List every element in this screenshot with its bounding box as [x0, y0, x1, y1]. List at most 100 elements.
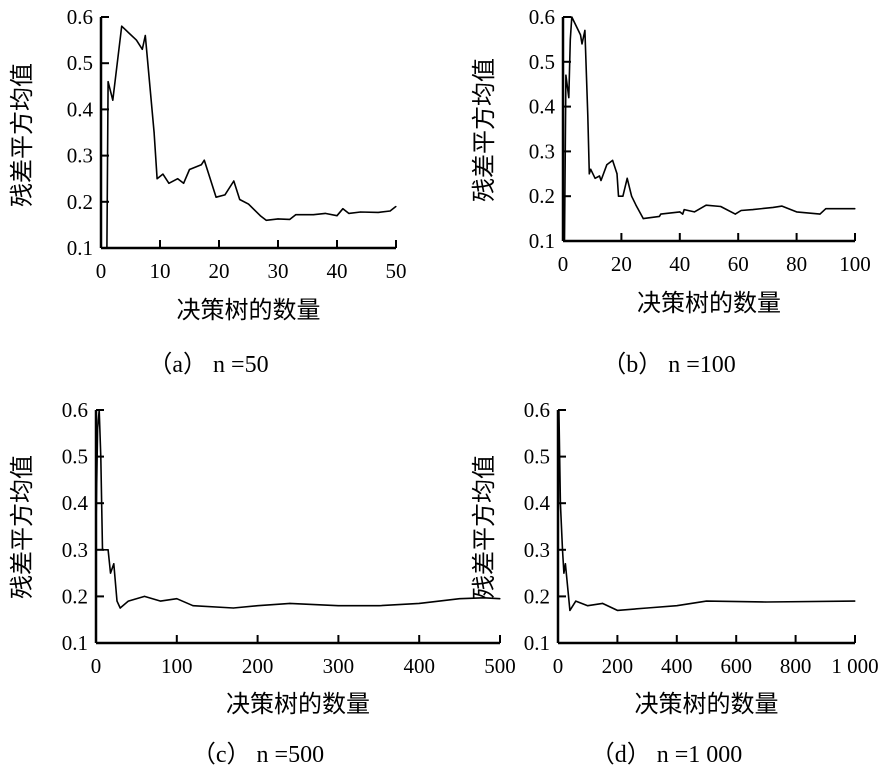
data-point — [109, 572, 112, 574]
data-point — [121, 25, 123, 27]
data-point — [277, 218, 279, 220]
data-point — [676, 605, 678, 607]
x-tick-label: 100 — [839, 252, 871, 276]
x-tick-label: 200 — [242, 654, 274, 678]
subplot-a: 0.1 0.2 0.3 0.4 0.5 0.6 0 10 20 30 40 50 决策树的数量 残差平方均… — [8, 5, 407, 378]
y-tick-label: 0.1 — [524, 631, 550, 655]
data-point — [141, 48, 143, 50]
data-point — [106, 247, 108, 249]
data-point — [825, 208, 827, 210]
data-point — [203, 159, 205, 161]
data-point — [565, 74, 567, 76]
data-point — [337, 605, 339, 607]
subplot-d: 0.1 0.2 0.3 0.4 0.5 0.6 0 200 400 600 800 1 000 决策树的… — [470, 398, 879, 768]
data-point — [646, 607, 648, 609]
data-point — [568, 97, 570, 99]
data-point — [606, 164, 608, 166]
data-point — [631, 195, 633, 197]
data-point — [224, 194, 226, 196]
x-tick-label: 50 — [386, 259, 407, 283]
x-tick-label: 40 — [327, 259, 348, 283]
data-point — [734, 213, 736, 215]
x-tick-label: 80 — [786, 252, 807, 276]
y-tick-label: 0.4 — [67, 97, 94, 121]
y-tick-label: 0.4 — [529, 95, 556, 119]
data-point — [95, 525, 97, 528]
data-point — [587, 114, 589, 117]
data-point — [101, 549, 104, 551]
data-point — [119, 607, 121, 609]
x-tick-label: 600 — [720, 654, 752, 678]
x-tick-label: 60 — [728, 252, 749, 276]
x-tick-label: 0 — [553, 654, 564, 678]
x-tick-label: 10 — [150, 259, 171, 283]
subplot-caption: （d） n =1 000 — [591, 742, 743, 768]
data-point — [183, 182, 185, 184]
data-point — [98, 409, 100, 411]
data-point — [377, 211, 379, 214]
x-tick-label: 20 — [611, 252, 632, 276]
data-point — [635, 204, 637, 206]
y-tick-label: 0.6 — [62, 398, 88, 422]
data-point — [247, 203, 250, 205]
y-tick-label: 0.3 — [529, 139, 555, 163]
subplot-caption: （a） n =50 — [148, 352, 268, 378]
data-point — [581, 43, 583, 45]
y-tick-label: 0.2 — [67, 190, 93, 214]
y-tick-label: 0.6 — [529, 5, 555, 29]
data-point — [342, 208, 344, 210]
data-point — [781, 205, 783, 207]
data-point — [418, 602, 420, 604]
y-tick-label: 0.3 — [67, 144, 93, 168]
data-point — [239, 198, 241, 201]
x-tick-label: 0 — [91, 654, 102, 678]
data-point — [160, 600, 162, 602]
subplot-c: 0.1 0.2 0.3 0.4 0.5 0.6 0 100 200 300 400 500 决策树的数量… — [8, 398, 516, 768]
data-point — [752, 209, 754, 211]
y-axis-label: 残差平方均值 — [8, 455, 36, 599]
data-point — [289, 218, 291, 220]
series-line — [557, 409, 856, 612]
data-point — [642, 218, 644, 220]
data-point — [616, 173, 618, 175]
data-point — [176, 598, 178, 600]
subplot-caption: （b） n =100 — [602, 352, 736, 378]
data-point — [289, 602, 291, 604]
x-tick-label: 20 — [209, 259, 230, 283]
data-point — [100, 456, 102, 458]
data-point — [693, 211, 696, 213]
y-axis-label: 残差平方均值 — [470, 58, 498, 202]
data-point — [162, 173, 164, 175]
data-point — [622, 195, 624, 197]
data-point — [598, 175, 601, 177]
y-tick-label: 0.2 — [62, 584, 88, 608]
data-point — [265, 219, 267, 221]
series-line — [95, 409, 501, 609]
data-point — [600, 179, 602, 182]
y-tick-label: 0.5 — [67, 51, 93, 75]
data-point — [144, 34, 146, 37]
x-tick-label: 400 — [661, 654, 693, 678]
data-point — [177, 178, 179, 180]
x-tick-label: 0 — [558, 252, 569, 276]
series-line — [106, 25, 397, 249]
data-point — [569, 38, 571, 41]
y-tick-label: 0.3 — [524, 538, 550, 562]
data-point — [559, 502, 561, 504]
y-tick-label: 0.2 — [529, 184, 555, 208]
data-point — [557, 549, 559, 551]
y-tick-label: 0.4 — [524, 491, 551, 515]
data-point — [854, 600, 856, 602]
data-point — [575, 600, 577, 602]
data-point — [579, 34, 582, 36]
data-point — [168, 182, 170, 184]
data-point — [113, 563, 115, 565]
x-axis-label: 决策树的数量 — [635, 690, 779, 718]
y-tick-label: 0.6 — [67, 5, 93, 29]
data-point — [116, 600, 118, 602]
x-tick-label: 800 — [780, 654, 812, 678]
data-point — [395, 205, 397, 208]
subplot-b: 0.1 0.2 0.3 0.4 0.5 0.6 0 20 40 60 80 100 决策树的数量 残差平方… — [470, 5, 871, 378]
x-tick-label: 500 — [484, 654, 516, 678]
